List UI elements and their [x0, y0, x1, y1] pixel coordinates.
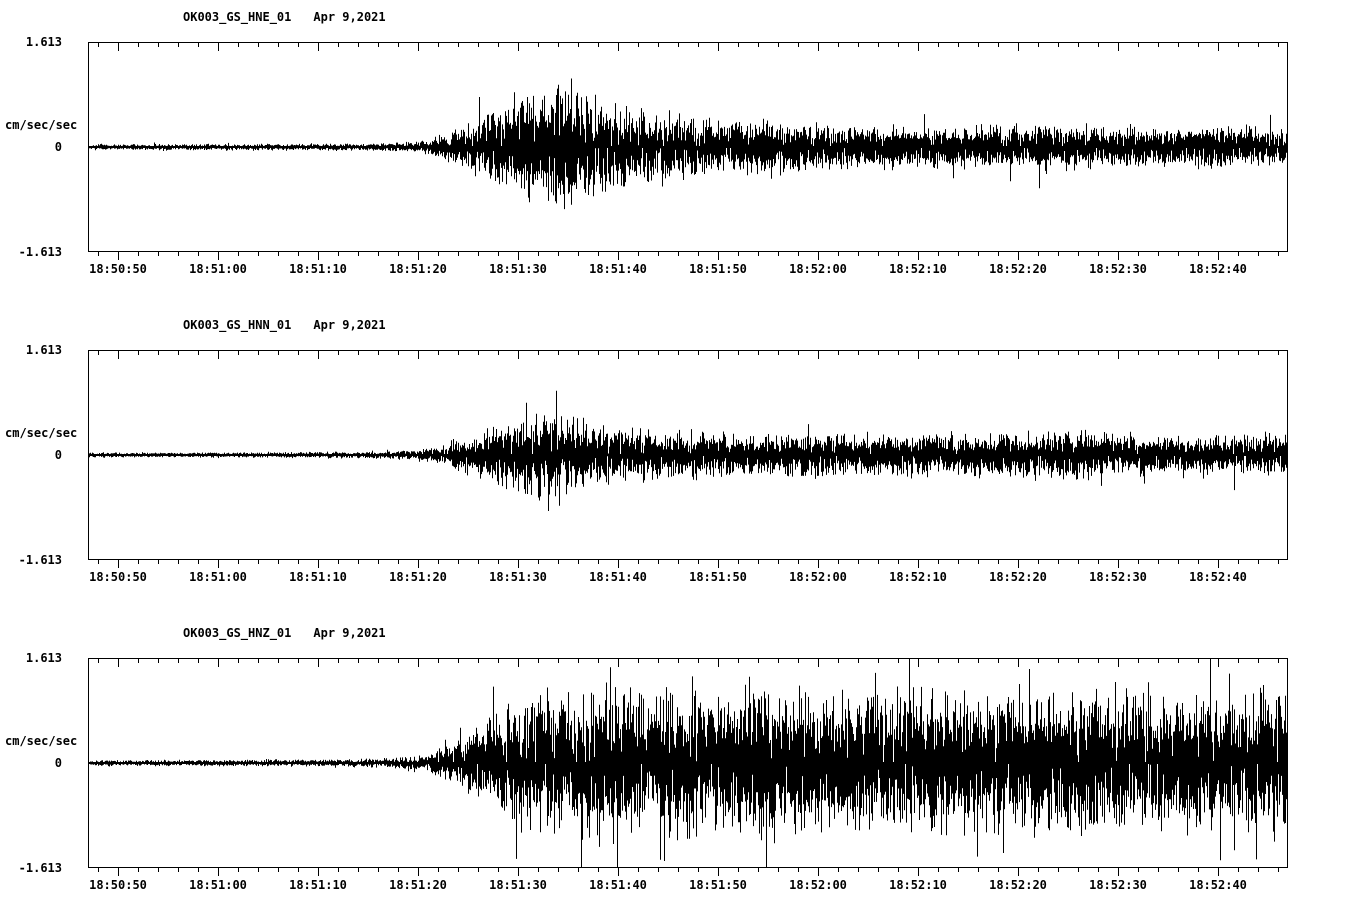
y-axis-units-label: cm/sec/sec	[5, 118, 78, 132]
waveform-trace	[88, 659, 1288, 867]
y-min-label: -1.613	[18, 553, 62, 567]
x-tick-label: 18:51:20	[389, 570, 447, 584]
x-tick-label: 18:52:30	[1089, 878, 1147, 892]
x-tick-label: 18:51:10	[289, 570, 347, 584]
x-axis-labels: 18:50:50 18:51:00 18:51:10 18:51:20 18:51:30…	[88, 878, 1288, 894]
seismogram-panel-hnn: OK003_GS_HNN_01 Apr 9,2021 1.613 cm/sec/…	[0, 318, 1358, 618]
panel-title-row: OK003_GS_HNN_01 Apr 9,2021	[183, 318, 386, 332]
y-min-label: -1.613	[18, 861, 62, 875]
axis-frame	[88, 350, 1288, 560]
x-tick-label: 18:52:10	[889, 570, 947, 584]
waveform-plot	[88, 350, 1288, 568]
x-tick-label: 18:51:40	[589, 570, 647, 584]
tick-marks	[89, 658, 1287, 876]
seismogram-panel-hnz: OK003_GS_HNZ_01 Apr 9,2021 1.613 cm/sec/…	[0, 626, 1358, 924]
tick-marks	[89, 350, 1287, 568]
seismogram-panel-hne: OK003_GS_HNE_01 Apr 9,2021 1.613 cm/sec/…	[0, 10, 1358, 310]
y-max-label: 1.613	[25, 343, 62, 357]
x-tick-label: 18:52:20	[989, 262, 1047, 276]
x-tick-label: 18:52:40	[1189, 878, 1247, 892]
x-tick-label: 18:52:00	[789, 570, 847, 584]
x-tick-label: 18:52:30	[1089, 570, 1147, 584]
x-tick-label: 18:51:40	[589, 262, 647, 276]
x-tick-label: 18:51:30	[489, 262, 547, 276]
x-tick-label: 18:50:50	[89, 262, 147, 276]
x-tick-label: 18:52:30	[1089, 262, 1147, 276]
date-label: Apr 9,2021	[313, 626, 386, 640]
y-min-label: -1.613	[18, 245, 62, 259]
x-tick-label: 18:51:50	[689, 262, 747, 276]
axis-frame	[88, 42, 1288, 252]
y-zero-label: 0	[54, 448, 62, 462]
y-max-label: 1.613	[25, 35, 62, 49]
x-tick-label: 18:52:00	[789, 878, 847, 892]
x-tick-label: 18:51:10	[289, 262, 347, 276]
date-label: Apr 9,2021	[313, 10, 386, 24]
x-tick-label: 18:52:20	[989, 570, 1047, 584]
y-axis-units-label: cm/sec/sec	[5, 734, 78, 748]
y-max-label: 1.613	[25, 651, 62, 665]
axis-frame	[88, 658, 1288, 868]
date-label: Apr 9,2021	[313, 318, 386, 332]
x-tick-label: 18:51:30	[489, 878, 547, 892]
x-tick-label: 18:51:10	[289, 878, 347, 892]
panel-title-row: OK003_GS_HNE_01 Apr 9,2021	[183, 10, 386, 24]
waveform-trace	[88, 78, 1288, 210]
x-tick-label: 18:51:40	[589, 878, 647, 892]
x-tick-label: 18:51:20	[389, 262, 447, 276]
tick-marks	[89, 42, 1287, 260]
waveform-plot	[88, 658, 1288, 876]
x-tick-label: 18:51:30	[489, 570, 547, 584]
x-tick-label: 18:52:40	[1189, 262, 1247, 276]
x-tick-label: 18:52:40	[1189, 570, 1247, 584]
x-tick-label: 18:52:00	[789, 262, 847, 276]
x-tick-label: 18:51:00	[189, 570, 247, 584]
channel-title: OK003_GS_HNZ_01	[183, 626, 292, 640]
x-tick-label: 18:52:10	[889, 878, 947, 892]
x-axis-labels: 18:50:50 18:51:00 18:51:10 18:51:20 18:51:30…	[88, 262, 1288, 278]
x-tick-label: 18:52:10	[889, 262, 947, 276]
x-tick-label: 18:50:50	[89, 570, 147, 584]
x-tick-label: 18:50:50	[89, 878, 147, 892]
channel-title: OK003_GS_HNE_01	[183, 10, 292, 24]
waveform-plot	[88, 42, 1288, 260]
y-zero-label: 0	[54, 140, 62, 154]
y-axis-units-label: cm/sec/sec	[5, 426, 78, 440]
x-tick-label: 18:51:00	[189, 878, 247, 892]
x-tick-label: 18:51:20	[389, 878, 447, 892]
x-tick-label: 18:52:20	[989, 878, 1047, 892]
y-zero-label: 0	[54, 756, 62, 770]
x-axis-labels: 18:50:50 18:51:00 18:51:10 18:51:20 18:51:30…	[88, 570, 1288, 586]
waveform-trace	[88, 390, 1288, 511]
x-tick-label: 18:51:00	[189, 262, 247, 276]
channel-title: OK003_GS_HNN_01	[183, 318, 292, 332]
panel-title-row: OK003_GS_HNZ_01 Apr 9,2021	[183, 626, 386, 640]
x-tick-label: 18:51:50	[689, 878, 747, 892]
x-tick-label: 18:51:50	[689, 570, 747, 584]
